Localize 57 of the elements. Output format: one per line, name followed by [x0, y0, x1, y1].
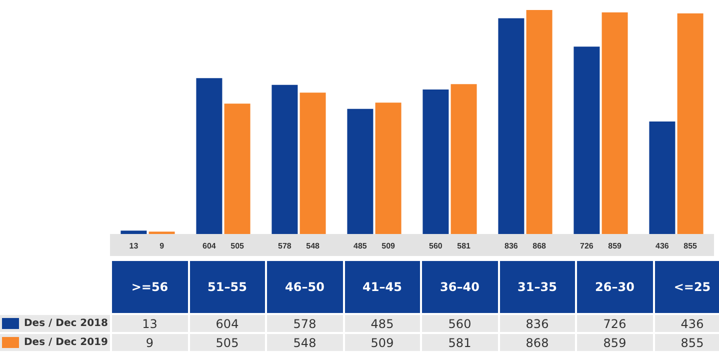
text: 548 — [267, 334, 342, 351]
legend-label: Des / Dec 2018 — [0, 315, 110, 332]
bar — [300, 92, 326, 234]
x-tick-label: >=56 — [112, 261, 188, 313]
bar — [649, 121, 676, 234]
text: 13 — [112, 315, 188, 332]
text: 726 — [577, 315, 652, 332]
bar — [574, 46, 600, 234]
text: 604 — [190, 315, 265, 332]
data-label: 868 — [532, 242, 547, 250]
bar — [196, 78, 222, 234]
text: 859 — [577, 334, 652, 351]
bar — [347, 108, 374, 234]
bar — [498, 18, 524, 234]
bar — [602, 12, 628, 234]
text: 509 — [344, 334, 420, 351]
data-label: 505 — [230, 242, 245, 250]
data-label: 9 — [160, 242, 165, 250]
text: 505 — [190, 334, 265, 351]
text: 485 — [344, 315, 420, 332]
bar — [120, 230, 147, 234]
data-label: 855 — [684, 242, 698, 250]
bar — [272, 84, 298, 234]
bar — [450, 84, 477, 234]
x-tick-label: 26–30 — [577, 261, 652, 313]
text: 9 — [112, 334, 188, 351]
bar — [526, 10, 552, 234]
data-label: 604 — [202, 242, 216, 250]
legend-label: Des / Dec 2019 — [0, 334, 110, 351]
bar — [224, 104, 250, 234]
x-tick-label: 31–35 — [500, 261, 575, 313]
data-label: 509 — [382, 242, 396, 250]
data-label: 485 — [354, 242, 368, 250]
bar — [422, 89, 449, 234]
data-label: 581 — [457, 242, 472, 250]
data-label: 726 — [580, 242, 594, 250]
data-label: 836 — [504, 242, 518, 250]
data-label: 436 — [656, 242, 670, 250]
bar — [677, 13, 704, 234]
data-label: 548 — [306, 242, 320, 250]
data-label: 560 — [429, 242, 443, 250]
x-tick-label: <=25 — [654, 261, 719, 313]
data-label: 13 — [129, 242, 139, 250]
text: 436 — [654, 315, 719, 332]
text: 581 — [422, 334, 498, 351]
text: 868 — [500, 334, 575, 351]
text: 578 — [267, 315, 342, 332]
x-tick-label: 36–40 — [422, 261, 498, 313]
bar — [375, 102, 402, 234]
x-tick-label: 51–55 — [190, 261, 265, 313]
text: 560 — [422, 315, 498, 332]
x-tick-label: 41–45 — [344, 261, 420, 313]
text: 855 — [654, 334, 719, 351]
data-label: 578 — [278, 242, 292, 250]
x-tick-label: 46–50 — [267, 261, 342, 313]
text: 836 — [500, 315, 575, 332]
data-label: 859 — [608, 242, 622, 250]
